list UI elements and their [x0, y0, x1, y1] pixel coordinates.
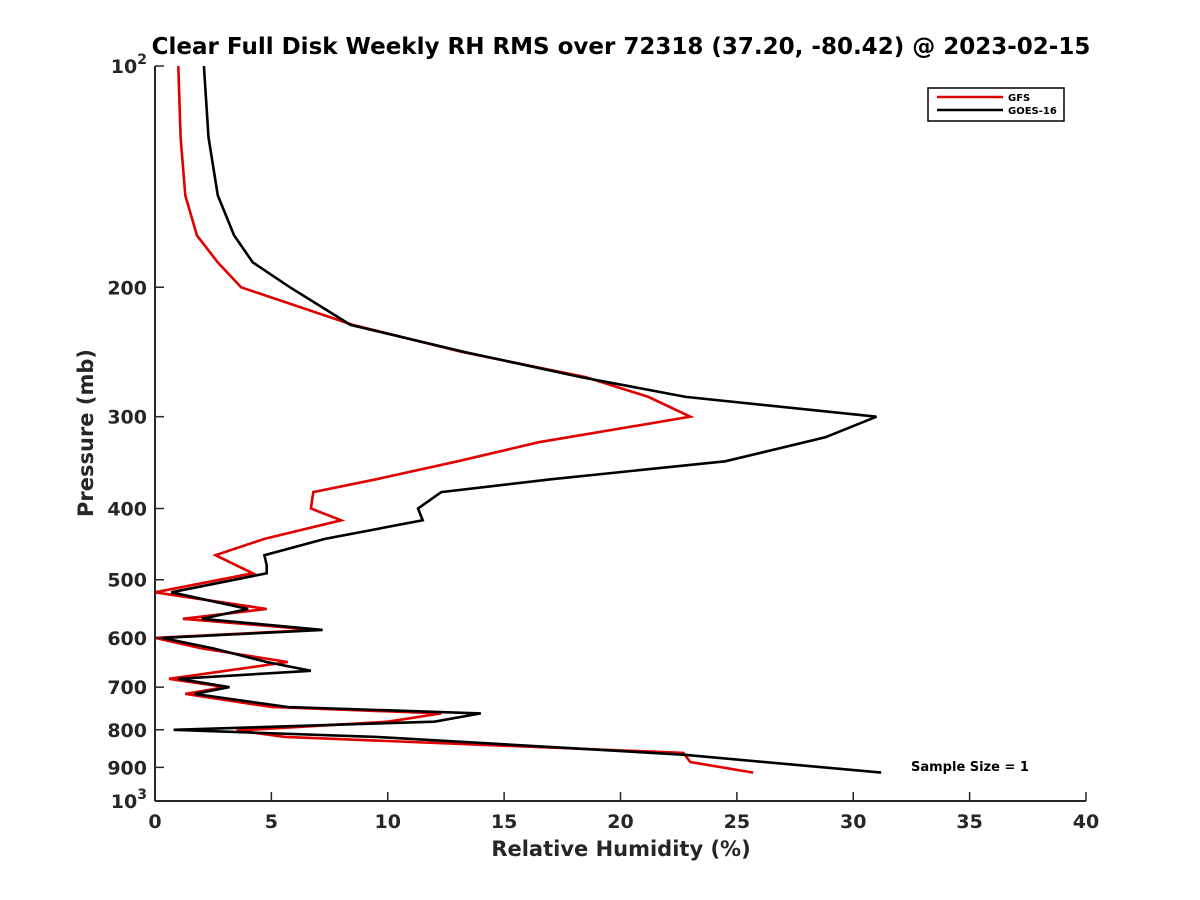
- chart-title: Clear Full Disk Weekly RH RMS over 72318…: [152, 34, 1091, 60]
- y-tick-label: 600: [107, 628, 147, 650]
- x-tick-label: 15: [491, 811, 517, 833]
- y-tick-group: 102 200 300 400 500 600 700 800 900 103: [107, 52, 164, 813]
- x-tick-label: 40: [1073, 811, 1099, 833]
- y-tick-label: 103: [111, 787, 147, 813]
- series-layer: [154, 65, 882, 774]
- y-axis-title: Pressure (mb): [74, 349, 98, 517]
- y-tick-label: 200: [107, 277, 147, 299]
- series-line-goes-16: [161, 65, 882, 774]
- y-tick-label: 700: [107, 677, 147, 699]
- y-tick-label: 500: [107, 570, 147, 592]
- legend-box: [927, 87, 1065, 122]
- x-tick-label: 0: [148, 811, 161, 833]
- legend: GFS GOES-16: [927, 87, 1065, 122]
- y-tick-label: 900: [107, 757, 147, 779]
- x-tick-label: 10: [375, 811, 401, 833]
- x-tick-group: 0 5 10 15 20 25 30 35 40: [148, 792, 1099, 833]
- y-tick-label: 400: [107, 499, 147, 521]
- y-tick-label: 800: [107, 720, 147, 742]
- legend-label-goes-16: GOES-16: [1008, 106, 1057, 117]
- x-tick-label: 25: [724, 811, 750, 833]
- x-tick-label: 35: [956, 811, 982, 833]
- x-tick-label: 30: [840, 811, 866, 833]
- sample-size-annotation: Sample Size = 1: [911, 760, 1029, 775]
- x-axis-title: Relative Humidity (%): [491, 837, 750, 861]
- x-tick-label: 20: [607, 811, 633, 833]
- y-tick-label: 102: [111, 52, 147, 78]
- x-tick-label: 5: [265, 811, 278, 833]
- legend-label-gfs: GFS: [1008, 93, 1030, 104]
- y-tick-label: 300: [107, 407, 147, 429]
